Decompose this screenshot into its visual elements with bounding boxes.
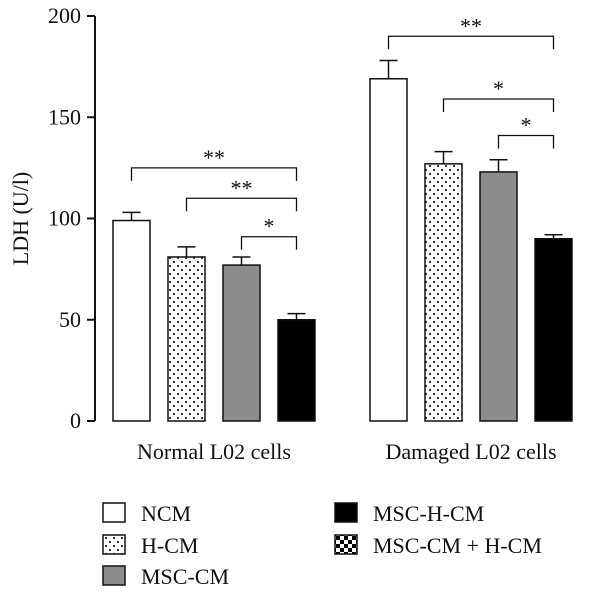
y-tick-label: 100: [48, 206, 81, 231]
significance-label: *: [493, 76, 504, 101]
category-label: Normal L02 cells: [137, 439, 291, 464]
legend-swatch: [334, 502, 358, 523]
bar-h-cm-group-1: [167, 256, 206, 422]
significance-bracket: [240, 236, 298, 250]
significance-bracket: [497, 134, 555, 149]
significance-bracket: [442, 98, 555, 113]
bar-msc-h-cm-group-1: [277, 319, 316, 422]
bar-msc-cm-group-1: [222, 264, 261, 422]
significance-bracket: [387, 35, 555, 50]
y-tick-label: 150: [48, 104, 81, 129]
bar-ncm-group-2: [369, 78, 408, 422]
bar-ncm-group-1: [112, 219, 151, 422]
y-tick-label: 200: [48, 3, 81, 28]
y-tick-label: 50: [59, 307, 81, 332]
y-tick-label: 0: [70, 408, 81, 433]
y-axis-title: LDH (U/l): [8, 172, 33, 265]
legend-label: H-CM: [141, 533, 198, 558]
legend-label: NCM: [141, 501, 191, 526]
legend-swatch: [102, 502, 126, 523]
significance-label: *: [264, 214, 275, 239]
bar-msc-h-cm-group-2: [534, 238, 573, 422]
legend-swatch: [102, 534, 126, 555]
category-label: Damaged L02 cells: [385, 439, 556, 464]
significance-label: *: [521, 112, 532, 137]
bar-msc-cm-group-2: [479, 171, 518, 422]
bar-h-cm-group-2: [424, 163, 463, 422]
significance-bracket: [130, 167, 298, 181]
legend-label: MSC-H-CM: [373, 501, 484, 526]
significance-label: **: [231, 175, 253, 200]
legend-swatch: [102, 565, 126, 586]
significance-label: **: [460, 13, 482, 38]
legend-label: MSC-CM + H-CM: [373, 533, 542, 558]
legend-swatch: [334, 534, 358, 555]
significance-bracket: [185, 197, 298, 212]
significance-label: **: [203, 145, 225, 170]
legend-label: MSC-CM: [141, 564, 229, 589]
